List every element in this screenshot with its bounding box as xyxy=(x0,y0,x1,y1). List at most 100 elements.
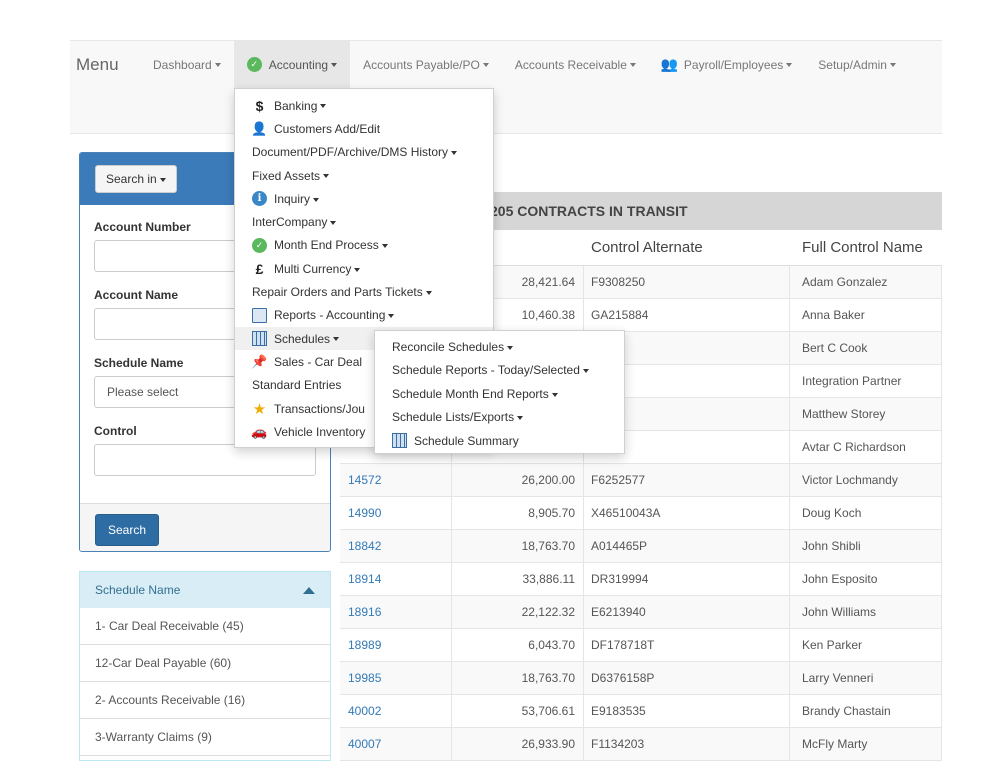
table-cell: D6376158P xyxy=(584,661,790,695)
table-cell: Adam Gonzalez xyxy=(790,265,942,299)
menu-item[interactable]: Schedule Reports - Today/Selected xyxy=(375,359,624,383)
table-cell: 26,933.90 xyxy=(452,727,584,761)
menu-item[interactable]: Standard Entries xyxy=(252,378,342,393)
table-row[interactable]: 18842 18,763.70 A014465P John Shibli xyxy=(340,529,942,563)
schedule-icon xyxy=(252,331,267,347)
column-header-control-alternate[interactable]: Control Alternate xyxy=(591,239,703,256)
nav-payroll[interactable]: 👥 Payroll/Employees xyxy=(649,41,805,89)
table-row[interactable]: 18914 33,886.11 DR319994 John Esposito xyxy=(340,562,942,596)
search-form: Account Number Account Name Schedule Nam… xyxy=(80,205,330,503)
table-cell: 8,905.70 xyxy=(452,496,584,530)
table-cell: Matthew Storey xyxy=(790,397,942,431)
search-button[interactable]: Search xyxy=(95,514,160,546)
menu-item[interactable]: Repair Orders and Parts Tickets xyxy=(235,280,493,303)
table-cell: Larry Venneri xyxy=(790,661,942,695)
table-row[interactable]: 10,460.38 GA215884 Anna Baker xyxy=(340,298,942,332)
menu-item[interactable]: Schedule Summary xyxy=(375,429,624,453)
nav-accounts-payable[interactable]: Accounts Payable/PO xyxy=(350,41,502,89)
nav-accounting[interactable]: ✓ Accounting xyxy=(233,40,351,89)
table-cell: 18,763.70 xyxy=(452,529,584,563)
schedule-list-header[interactable]: Schedule Name xyxy=(80,572,330,608)
menu-item[interactable]: 🚗 Vehicle Inventory xyxy=(251,423,366,439)
schedule-list-item[interactable]: 1- Car Deal Receivable (45) xyxy=(80,608,330,645)
menu-item[interactable]: Document/PDF/Archive/DMS History xyxy=(235,141,493,164)
star-icon: ★ xyxy=(252,400,267,418)
table-cell: 33,886.11 xyxy=(452,562,584,596)
schedule-list-item[interactable]: 12-Car Deal Payable (60) xyxy=(80,645,330,682)
table-cell: E6213940 xyxy=(584,595,790,629)
menu-item[interactable]: ✓ Month End Process xyxy=(235,234,493,257)
table-cell: Anna Baker xyxy=(790,298,942,332)
table-row[interactable]: 18989 6,043.70 DF178718T Ken Parker xyxy=(340,628,942,662)
control-label: Control xyxy=(94,424,137,438)
table-cell: DR319994 xyxy=(584,562,790,596)
collapse-up-icon[interactable] xyxy=(303,586,315,594)
schedules-submenu: Reconcile Schedules Schedule Reports - To… xyxy=(374,330,625,454)
nav-accounts-receivable[interactable]: Accounts Receivable xyxy=(502,41,649,89)
table-cell: F1134203 xyxy=(584,727,790,761)
table-cell: DF178718T xyxy=(584,628,790,662)
table-cell: Doug Koch xyxy=(790,496,942,530)
table-row[interactable]: 18916 22,122.32 E6213940 John Williams xyxy=(340,595,942,629)
table-cell: GA215884 xyxy=(584,298,790,332)
nav-dashboard[interactable]: Dashboard xyxy=(140,41,234,89)
nav-setup-admin[interactable]: Setup/Admin xyxy=(805,41,909,89)
sub-navbar xyxy=(70,88,942,134)
table-row[interactable]: 40007 26,933.90 F1134203 McFly Marty xyxy=(340,727,942,761)
menu-item[interactable]: Schedule Month End Reports xyxy=(375,382,624,406)
schedule-list-item[interactable]: 2- Accounts Receivable (16) xyxy=(80,682,330,719)
menu-item[interactable]: Reconcile Schedules xyxy=(375,335,624,359)
table-row[interactable]: 40002 53,706.61 E9183535 Brandy Chastain xyxy=(340,694,942,728)
dollar-icon: $ xyxy=(255,97,264,114)
control-link[interactable]: 19985 xyxy=(340,661,452,695)
menu-item[interactable]: Reports - Accounting xyxy=(235,304,493,327)
people-icon: 👥 xyxy=(660,56,679,72)
schedule-icon xyxy=(392,433,407,449)
menu-item[interactable]: £ Multi Currency xyxy=(235,257,493,280)
control-link[interactable]: 18989 xyxy=(340,628,452,662)
table-cell: 22,122.32 xyxy=(452,595,584,629)
table-row[interactable]: 14990 8,905.70 X46510043A Doug Koch xyxy=(340,496,942,530)
menu-item[interactable]: $ Banking xyxy=(235,94,493,117)
table-row[interactable]: 19985 18,763.70 D6376158P Larry Venneri xyxy=(340,661,942,695)
search-in-button[interactable]: Search in xyxy=(95,165,177,193)
pound-icon: £ xyxy=(255,260,264,277)
menu-item[interactable]: ★ Transactions/Jou xyxy=(252,400,365,418)
pin-icon: 📌 xyxy=(251,353,268,369)
menu-item[interactable]: Schedule Lists/Exports xyxy=(375,406,624,430)
table-cell: John Williams xyxy=(790,595,942,629)
table-cell: 6,043.70 xyxy=(452,628,584,662)
table-cell: 53,706.61 xyxy=(452,694,584,728)
control-input[interactable] xyxy=(94,444,316,476)
table-cell: 28,421.64 xyxy=(452,265,584,299)
control-link[interactable]: 40007 xyxy=(340,727,452,761)
control-link[interactable]: 18914 xyxy=(340,562,452,596)
table-cell: X46510043A xyxy=(584,496,790,530)
menu-item[interactable]: Fixed Assets xyxy=(235,164,493,187)
info-icon: i xyxy=(252,191,267,207)
account-name-label: Account Name xyxy=(94,288,179,302)
table-cell: F6252577 xyxy=(584,463,790,497)
menu-item[interactable]: InterCompany xyxy=(235,210,493,233)
table-cell: F9308250 xyxy=(584,265,790,299)
menu-item[interactable]: 👤 Customers Add/Edit xyxy=(251,120,381,136)
control-link[interactable]: 40002 xyxy=(340,694,452,728)
control-link[interactable]: 14990 xyxy=(340,496,452,530)
menu-brand[interactable]: Menu xyxy=(76,54,119,74)
table-row[interactable]: 14572 26,200.00 F6252577 Victor Lochmandy xyxy=(340,463,942,497)
column-header-full-control-name[interactable]: Full Control Name xyxy=(802,239,923,256)
control-link[interactable]: 18916 xyxy=(340,595,452,629)
table-cell: Avtar C Richardson xyxy=(790,430,942,464)
table-cell: Victor Lochmandy xyxy=(790,463,942,497)
control-link[interactable]: 18842 xyxy=(340,529,452,563)
accounting-menu-items: $ Banking 👤 Customers Add/Edit Document/PDF/… xyxy=(235,94,493,443)
car-icon: 🚗 xyxy=(251,423,268,439)
menu-item[interactable]: i Inquiry xyxy=(235,187,493,210)
schedule-list-item[interactable]: 3-Warranty Claims (9) xyxy=(80,719,330,756)
customers-icon: 👤 xyxy=(251,120,268,136)
menu-item[interactable]: 📌 Sales - Car Deal xyxy=(251,353,363,369)
table-cell: Integration Partner xyxy=(790,364,942,398)
table-header-row: Control Alternate Full Control Name xyxy=(340,230,942,266)
table-cell: E9183535 xyxy=(584,694,790,728)
control-link[interactable]: 14572 xyxy=(340,463,452,497)
